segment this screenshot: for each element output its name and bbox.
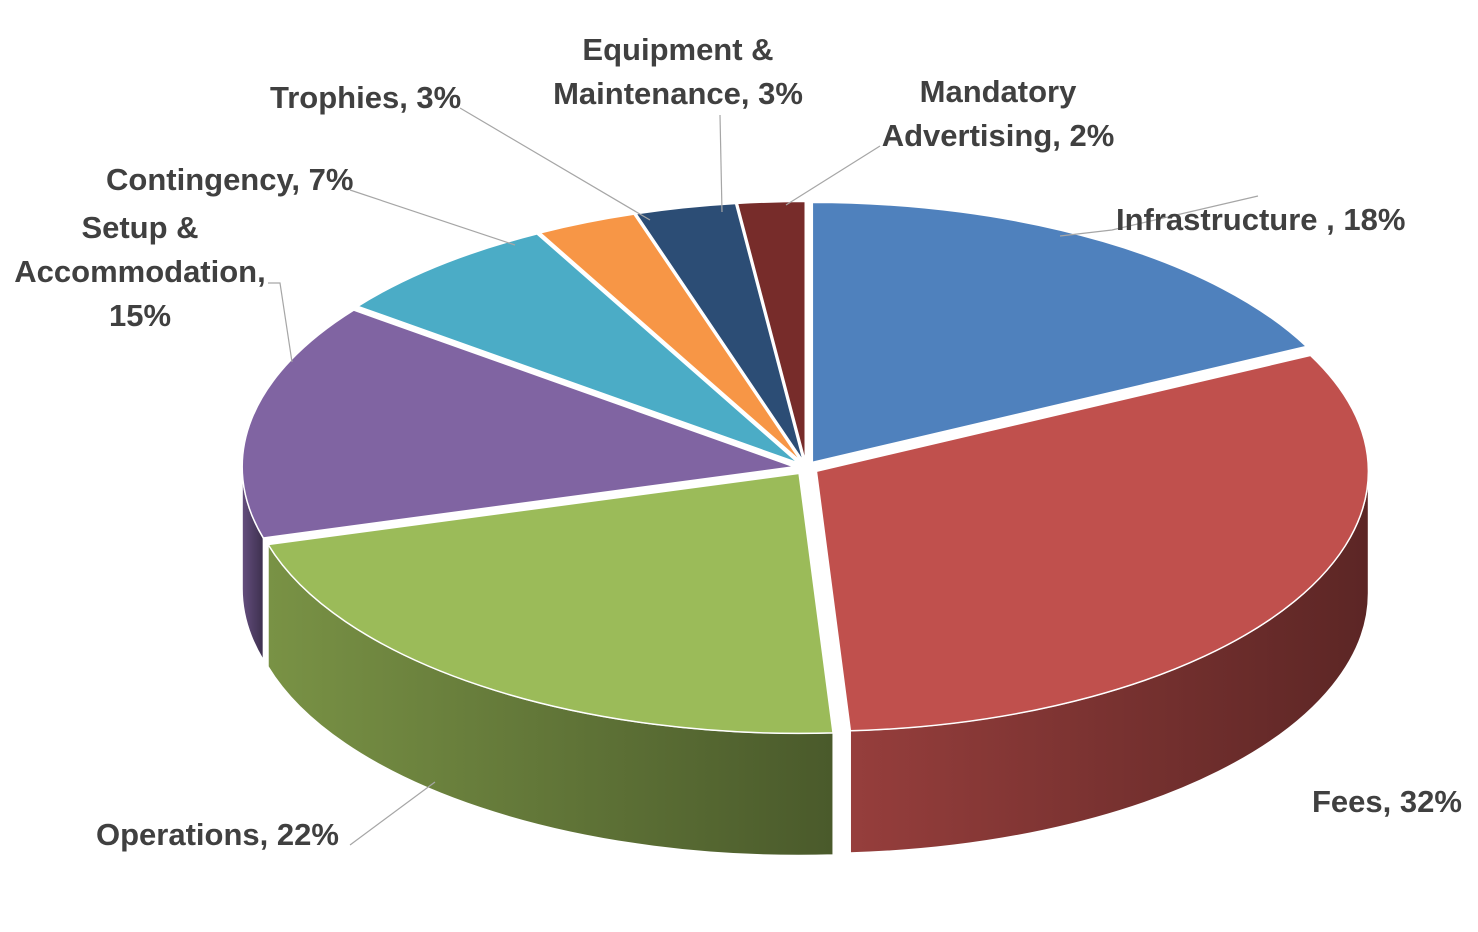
slice-setup-accommodation[interactable] [241, 309, 795, 539]
data-label: Infrastructure , 18% [1116, 202, 1405, 237]
leader-line [459, 107, 651, 221]
data-label: Setup & Accommodation, 15% [14, 210, 265, 333]
data-label: Equipment & Maintenance, 3% [553, 32, 803, 111]
leader-line [349, 781, 436, 846]
slice-fees[interactable] [815, 354, 1370, 732]
leader-line [785, 145, 881, 206]
data-label: Fees, 32% [1312, 784, 1462, 819]
slice-infrastructure[interactable] [811, 201, 1308, 464]
data-label: Mandatory Advertising, 2% [882, 74, 1115, 153]
data-labels: Infrastructure , 18% Fees, 32% Operations,… [14, 32, 1462, 852]
pie-slices [241, 200, 1370, 735]
leader-line [349, 189, 516, 246]
slice-contingency[interactable] [355, 233, 799, 464]
data-label: Operations, 22% [96, 817, 339, 852]
slice-trophies[interactable] [538, 213, 802, 463]
slice-mandatory-advertising[interactable] [736, 200, 807, 462]
leader-line [719, 114, 723, 213]
leader-line [268, 282, 293, 363]
label-leader-lines [268, 107, 1259, 846]
slice-operations[interactable] [266, 472, 834, 735]
data-label: Trophies, 3% [270, 80, 461, 115]
leader-line [1059, 195, 1259, 237]
slice-equipment-maintenance[interactable] [634, 202, 805, 462]
data-label: Contingency, 7% [106, 162, 353, 197]
pie-sides [241, 466, 1369, 856]
